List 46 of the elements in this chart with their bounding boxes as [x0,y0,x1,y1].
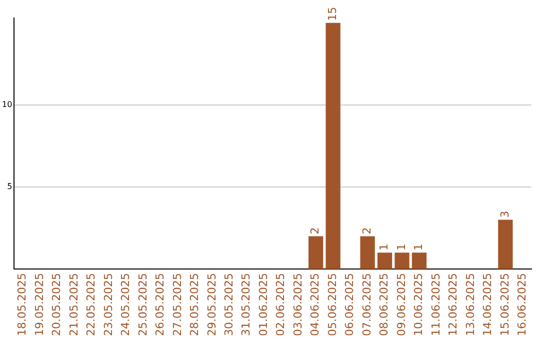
x-tick-label: 25.05.2025 [136,273,150,336]
x-tick-label: 09.06.2025 [394,273,408,336]
x-tick-label: 08.06.2025 [378,273,391,336]
x-tick-label: 22.05.2025 [84,273,98,336]
x-tick-label: 31.05.2025 [240,273,253,336]
x-tick-label: 30.05.2025 [222,273,236,336]
bar [377,252,392,270]
x-tick-label: 26.05.2025 [154,273,167,336]
data-label: 3 [498,210,512,218]
data-label: 2 [308,227,322,234]
bar [412,252,427,270]
x-tick-label: 24.05.2025 [119,273,132,336]
y-tick-label: 5 [7,182,12,192]
data-label: 1 [412,244,426,251]
bar [308,236,324,270]
x-tick-label: 01.06.2025 [256,273,270,336]
bar [498,220,513,270]
x-tick-label: 12.06.2025 [446,273,460,336]
x-tick-label: 06.06.2025 [343,273,356,336]
x-tick-label: 03.06.2025 [291,273,304,336]
x-tick-label: 14.06.2025 [481,273,494,336]
y-tick-label: 10 [2,100,12,110]
x-tick-label: 13.06.2025 [464,273,477,336]
x-tick-label: 02.06.2025 [274,273,288,336]
x-tick-label: 20.05.2025 [50,273,64,336]
x-tick-label: 19.05.2025 [32,273,46,336]
x-tick-label: 23.05.2025 [102,273,115,336]
x-tick-label: 18.05.2025 [16,273,29,336]
x-tick-label: 15.06.2025 [498,273,512,336]
bar [394,252,410,270]
x-tick-label: 05.06.2025 [326,273,339,336]
x-tick-label: 10.06.2025 [412,273,426,336]
x-tick-label: 21.05.2025 [67,273,80,336]
x-tick-label: 28.05.2025 [188,273,202,336]
data-label: 2 [360,227,374,234]
bar [360,236,375,270]
x-tick-label: 16.06.2025 [516,273,529,336]
data-label: 1 [394,244,408,251]
x-tick-label: 11.06.2025 [429,273,442,336]
x-tick-label: 29.05.2025 [205,273,218,336]
data-label: 1 [378,244,391,251]
x-tick-label: 27.05.2025 [170,273,184,336]
data-label: 15 [326,6,339,21]
bar [326,22,340,270]
x-tick-label: 04.06.2025 [308,273,322,336]
x-tick-label: 07.06.2025 [360,273,374,336]
